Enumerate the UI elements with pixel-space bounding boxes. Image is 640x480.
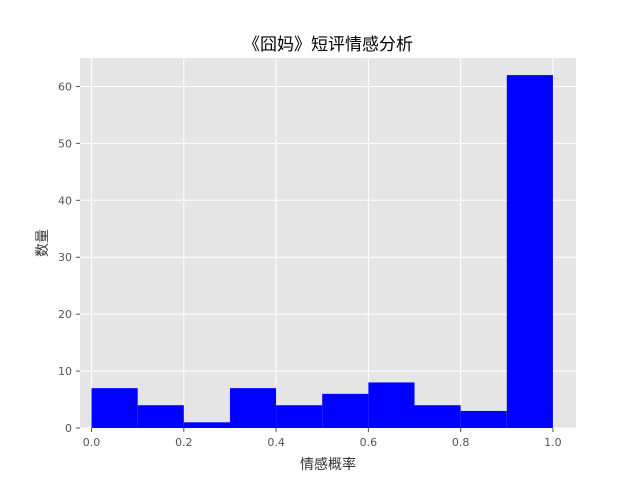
y-tick-label: 20 <box>58 308 72 321</box>
histogram-bar <box>91 388 138 428</box>
histogram-bar <box>506 75 553 429</box>
x-tick-label: 1.0 <box>544 436 562 449</box>
y-tick-label: 10 <box>58 365 72 378</box>
y-tick-label: 30 <box>58 251 72 264</box>
plot-area <box>80 58 576 428</box>
y-axis-label: 数量 <box>35 229 51 257</box>
histogram-bar <box>183 422 230 428</box>
bars-group <box>91 75 553 429</box>
x-axis-ticks: 0.0 0.2 0.4 0.6 0.8 1.0 <box>83 428 562 449</box>
chart-title: 《囧妈》短评情感分析 <box>243 35 413 55</box>
histogram-bar <box>276 405 323 428</box>
histogram-bar <box>137 405 184 428</box>
y-tick-label: 50 <box>58 137 72 150</box>
x-tick-label: 0.6 <box>360 436 378 449</box>
x-tick-label: 0.8 <box>452 436 470 449</box>
histogram-bar <box>368 382 415 428</box>
histogram-bar <box>460 410 507 428</box>
x-tick-label: 0.0 <box>83 436 101 449</box>
x-axis-label: 情感概率 <box>300 456 356 473</box>
y-axis-ticks: 0 10 20 30 40 50 60 <box>58 80 80 435</box>
y-tick-label: 0 <box>65 422 72 435</box>
histogram-bar <box>229 388 277 428</box>
histogram-bar <box>322 393 369 428</box>
x-tick-label: 0.2 <box>175 436 193 449</box>
histogram-bar <box>414 405 461 428</box>
x-tick-label: 0.4 <box>267 436 285 449</box>
y-tick-label: 40 <box>58 194 72 207</box>
y-tick-label: 60 <box>58 80 72 93</box>
